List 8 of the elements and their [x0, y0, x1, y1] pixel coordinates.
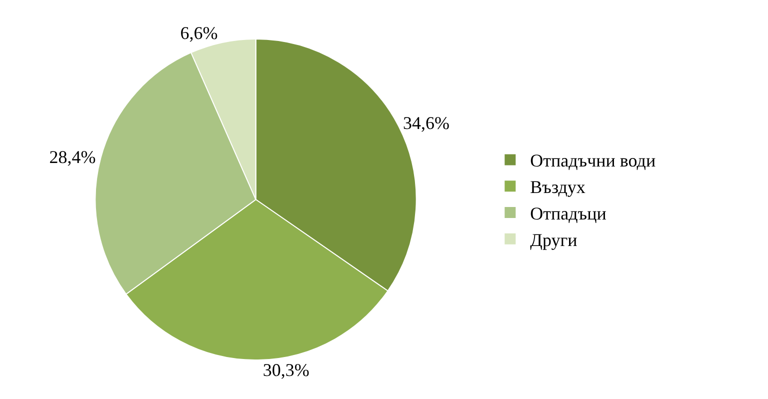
- legend-label: Други: [530, 230, 578, 250]
- legend-label: Отпадъци: [530, 204, 607, 224]
- data-label: 34,6%: [402, 112, 450, 133]
- data-label: 6,6%: [180, 22, 218, 43]
- data-label: 30,3%: [262, 360, 310, 380]
- legend-label: Отпадъчни води: [530, 150, 656, 171]
- legend-label: Въздух: [530, 177, 586, 198]
- data-label: 28,4%: [49, 147, 96, 168]
